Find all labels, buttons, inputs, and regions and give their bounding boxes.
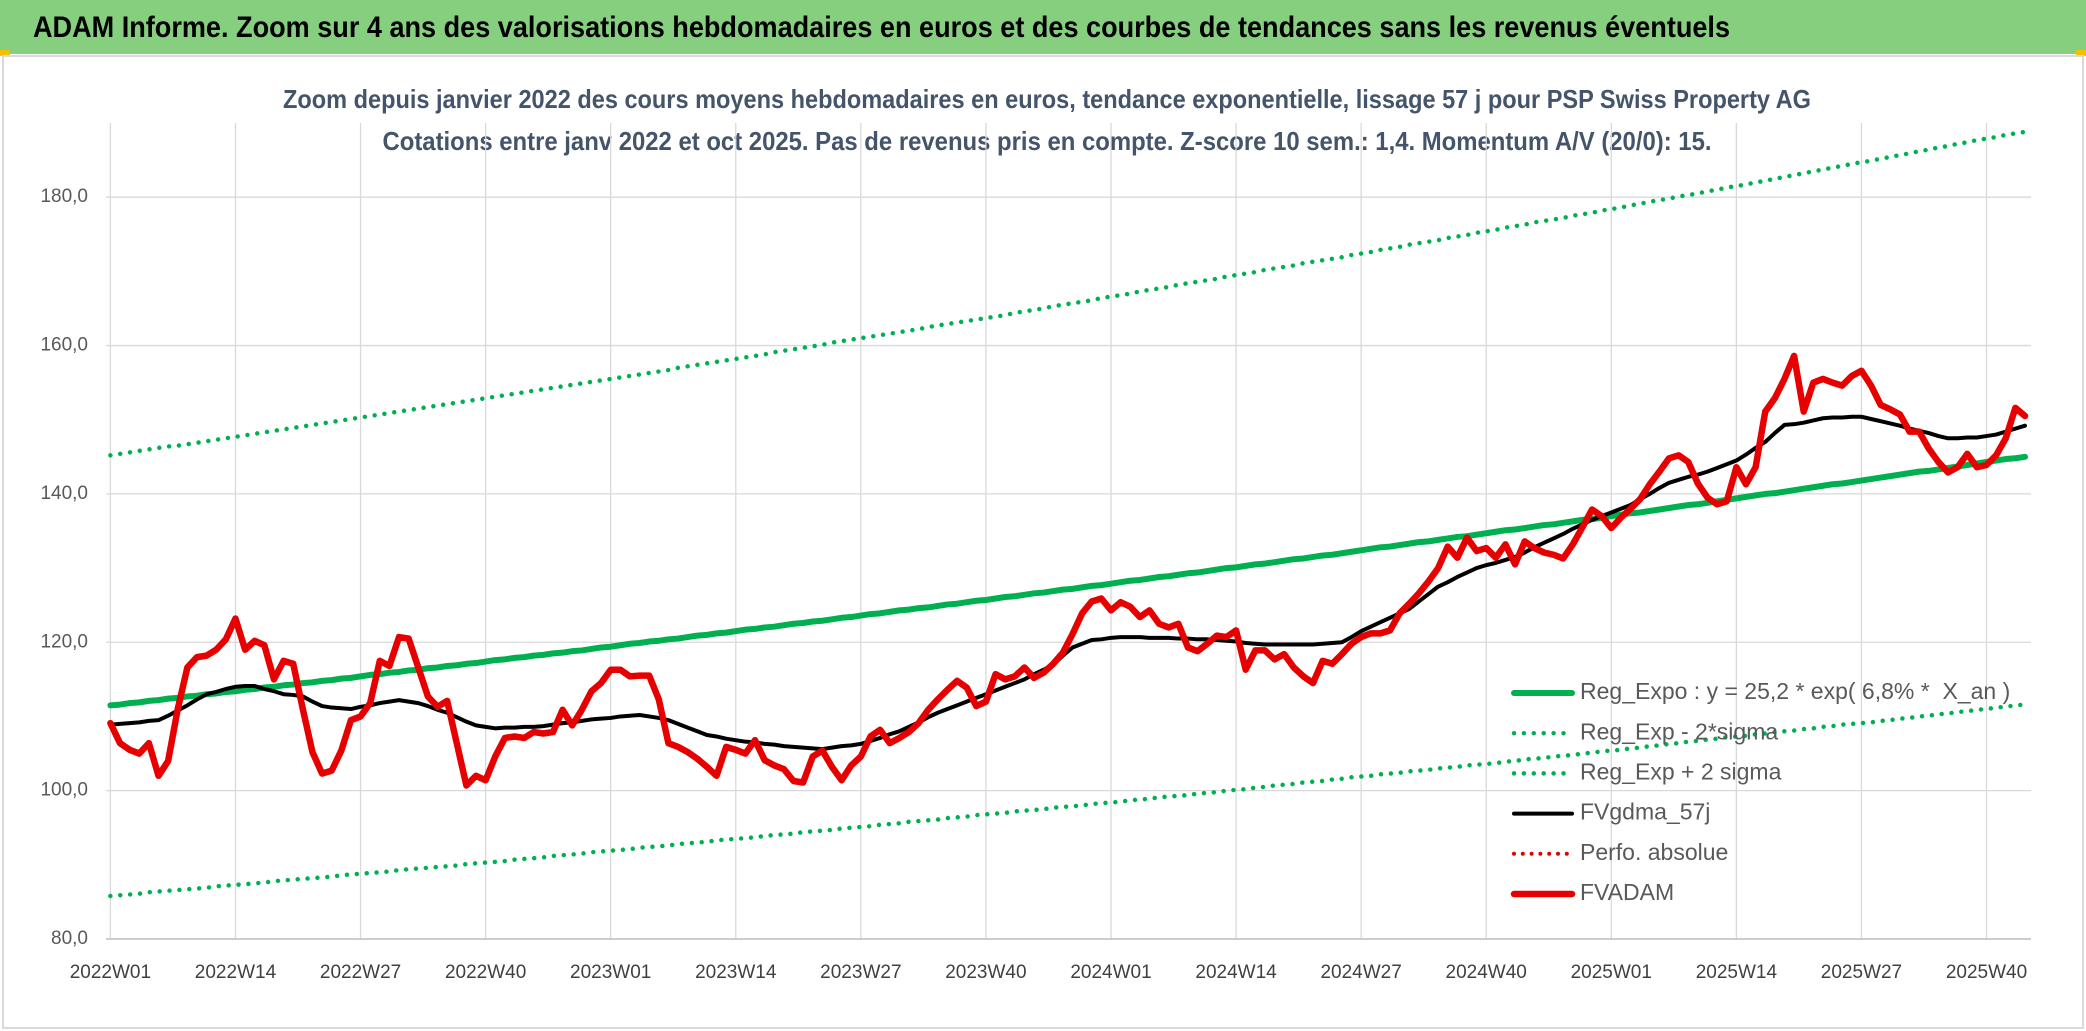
x-tick-label: 2022W27	[320, 962, 401, 983]
x-tick-label: 2023W01	[570, 962, 651, 983]
frame	[2, 55, 2084, 1029]
y-tick-label: 100,0	[40, 780, 88, 801]
series-line	[108, 414, 2027, 752]
x-tick-label: 2025W01	[1571, 962, 1652, 983]
legend-label: Reg_Exp - 2*sigma	[1580, 718, 1778, 744]
series-line	[107, 352, 2029, 789]
legend-label: FVADAM	[1580, 879, 1674, 905]
header-bar	[0, 0, 2086, 54]
y-tick-label: 120,0	[40, 631, 88, 652]
x-tick-label: 2023W27	[820, 962, 901, 983]
x-tick-label: 2024W40	[1446, 962, 1527, 983]
x-tick-label: 2023W14	[695, 962, 777, 983]
series-line	[108, 129, 2028, 458]
x-tick-label: 2024W01	[1070, 962, 1151, 983]
legend-label: Reg_Expo : y = 25,2 * exp( 6,8% * X_an )	[1580, 678, 2010, 704]
x-tick-label: 2025W27	[1821, 962, 1902, 983]
x-tick-label: 2024W14	[1195, 962, 1277, 983]
legend-label: Reg_Exp + 2 sigma	[1580, 758, 1782, 784]
x-tick-label: 2022W14	[195, 962, 277, 983]
series-line	[108, 702, 2028, 899]
x-tick-label: 2024W27	[1320, 962, 1401, 983]
x-tick-label: 2025W40	[1946, 962, 2027, 983]
chart-title: Zoom depuis janvier 2022 des cours moyen…	[283, 84, 1811, 114]
corner-mark	[0, 50, 10, 56]
header-title: ADAM Informe. Zoom sur 4 ans des valoris…	[33, 11, 1730, 44]
series-line	[107, 453, 2028, 709]
legend-label: Perfo. absolue	[1580, 839, 1728, 865]
corner-mark	[2076, 50, 2086, 56]
x-tick-label: 2022W40	[445, 962, 526, 983]
y-tick-label: 160,0	[40, 335, 88, 356]
legend-label: FVgdma_57j	[1580, 799, 1710, 825]
chart-subtitle: Cotations entre janv 2022 et oct 2025. P…	[383, 126, 1712, 156]
y-tick-label: 140,0	[40, 483, 88, 504]
x-tick-label: 2025W14	[1696, 962, 1778, 983]
x-tick-label: 2023W40	[945, 962, 1026, 983]
x-tick-label: 2022W01	[70, 962, 151, 983]
y-tick-label: 180,0	[40, 186, 88, 207]
y-tick-label: 80,0	[51, 928, 88, 949]
